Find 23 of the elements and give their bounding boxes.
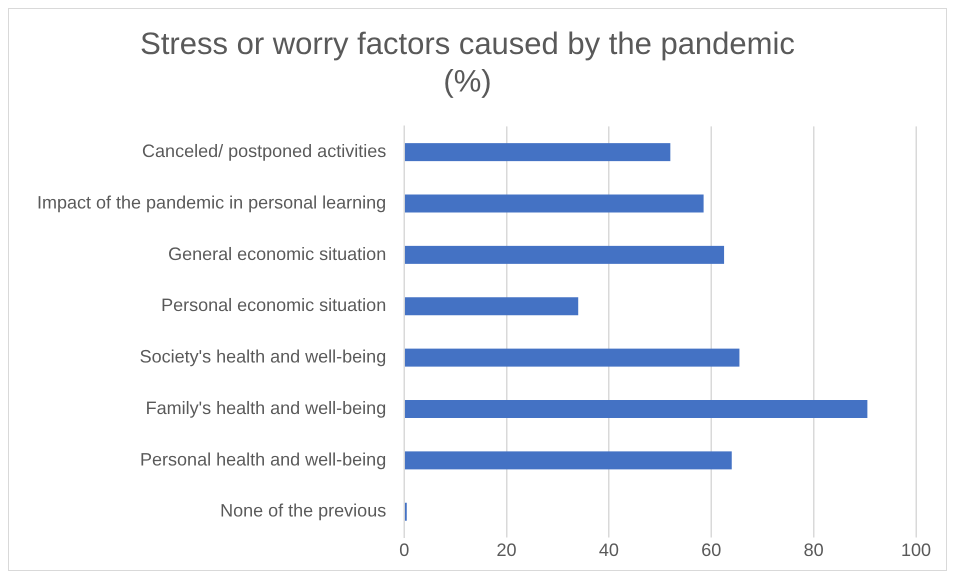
text: (%)	[443, 63, 492, 98]
bar	[404, 194, 704, 212]
bar	[404, 246, 724, 264]
y-tick-label: Canceled/ postponed activities	[142, 141, 386, 162]
bar	[404, 400, 868, 418]
y-tick-label: Family's health and well-being	[146, 398, 386, 418]
y-tick-label: Impact of the pandemic in personal learning	[36, 192, 386, 212]
y-tick-label: Society's health and well-being	[140, 346, 386, 367]
x-tick-label: 60	[701, 540, 722, 560]
x-tick-label: 80	[804, 540, 824, 560]
bar	[404, 451, 732, 470]
y-tick-label: None of the previous	[220, 500, 386, 521]
text: Stress or worry factors caused by the pandemic	[140, 26, 795, 62]
x-tick-label: 20	[496, 540, 517, 560]
bar	[404, 297, 578, 316]
y-tick-label: General economic situation	[168, 244, 386, 264]
bar	[404, 143, 670, 162]
y-tick-label: Personal economic situation	[161, 295, 386, 316]
x-tick-label: 100	[900, 540, 932, 560]
bar	[404, 348, 740, 367]
x-tick-label: 0	[399, 540, 410, 560]
x-tick-label: 40	[598, 540, 619, 560]
y-tick-label: Personal health and well-being	[140, 449, 386, 470]
